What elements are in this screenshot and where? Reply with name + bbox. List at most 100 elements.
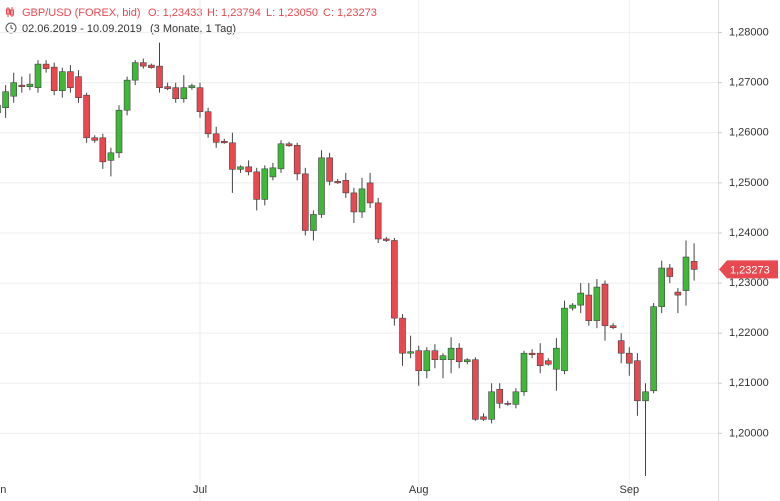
x-tick-label: Jul [193, 484, 207, 496]
candle-body [83, 94, 90, 139]
candle-body [374, 202, 382, 240]
candle-body [107, 152, 115, 161]
candle-body [293, 144, 301, 175]
ohlc-label: C: 1,23273 [323, 7, 377, 19]
candle-body [569, 304, 576, 309]
candle-body [123, 79, 131, 111]
candle-body [658, 267, 666, 307]
y-tick-label: 1,27000 [729, 77, 769, 89]
candle-body [99, 137, 107, 163]
candle-body [650, 306, 657, 392]
candle-body [544, 360, 552, 365]
candle-body [391, 240, 398, 319]
candle-body [366, 182, 374, 204]
candle-body [10, 82, 17, 97]
candle-body [204, 111, 212, 135]
ohlc-label: H: 1,23794 [207, 7, 261, 19]
candle-body [261, 168, 269, 200]
clock-icon [5, 22, 17, 34]
x-tick-label: Aug [409, 484, 429, 496]
candle-body [520, 352, 528, 393]
candle-body [326, 157, 333, 182]
candle-body [180, 87, 188, 99]
candle-body [423, 350, 431, 372]
subtitle: 02.06.2019 - 10.09.2019 [22, 23, 142, 35]
candle-body [253, 171, 260, 200]
candle-icon [6, 7, 14, 17]
y-tick-label: 1,26000 [729, 127, 769, 139]
candle-body [334, 181, 342, 184]
candle-body [148, 64, 155, 68]
plot-area [0, 0, 718, 501]
candle-body [140, 62, 147, 67]
candle-body [221, 140, 228, 144]
candle-body [496, 388, 504, 404]
candle-body [504, 403, 512, 405]
y-tick-label: 1,25000 [729, 177, 769, 189]
candle-body [188, 85, 196, 88]
candle-body [0, 104, 1, 114]
candle-body [342, 180, 350, 194]
candle-body [512, 391, 520, 405]
candle-body [196, 87, 204, 113]
candle-body [601, 283, 609, 326]
candle-body [415, 350, 423, 372]
period: (3 Monate, 1 Tag) [150, 23, 236, 35]
candle-body [593, 286, 601, 321]
candle-body [431, 350, 439, 361]
candle-body [674, 291, 682, 296]
candle-body [115, 109, 123, 154]
candle-body [131, 62, 139, 81]
candle-body [285, 143, 293, 147]
candle-body [229, 142, 236, 170]
candle-body [609, 325, 617, 328]
ohlc-label: L: 1,23050 [266, 7, 318, 19]
candle-body [382, 238, 390, 241]
candle-body [463, 359, 471, 363]
candle-body [447, 347, 455, 361]
candle-body [2, 91, 9, 109]
candle-body [399, 317, 406, 354]
candle-body [245, 166, 252, 173]
y-tick-label: 1,24000 [729, 227, 769, 239]
candle-body [156, 65, 163, 88]
candle-body [585, 294, 593, 321]
y-tick-label: 1,20000 [729, 427, 769, 439]
candle-body [91, 137, 98, 141]
candle-body [212, 133, 220, 143]
candle-body [690, 261, 698, 270]
candle-body [439, 355, 447, 361]
candle-body [480, 416, 487, 420]
candle-body [26, 83, 34, 87]
candle-body [34, 63, 42, 88]
last-price-label: 1,23273 [730, 264, 770, 276]
candle-body [617, 340, 625, 354]
candle-body [488, 391, 495, 420]
candle-body [42, 63, 50, 69]
x-tick-label: Jun [0, 484, 6, 496]
candle-body [50, 66, 58, 91]
candle-body [237, 166, 244, 170]
candle-body [58, 71, 66, 91]
ohlc-label: O: 1,23433 [148, 7, 202, 19]
last-price-marker [719, 260, 778, 279]
candle-body [625, 352, 633, 364]
candle-body [536, 352, 544, 367]
candle-body [407, 351, 414, 354]
candle-body [269, 167, 277, 178]
chart-title: GBP/USD (FOREX, bid) [22, 7, 141, 19]
x-tick-label: Sep [620, 484, 640, 496]
candle-body [642, 391, 649, 402]
candle-body [358, 188, 366, 213]
candle-body [172, 87, 179, 99]
candle-body [310, 214, 317, 231]
candle-body [18, 84, 26, 87]
candle-body [67, 71, 74, 88]
y-tick-label: 1,21000 [729, 377, 769, 389]
candle-body [666, 267, 674, 277]
y-tick-label: 1,22000 [729, 327, 769, 339]
candle-body [528, 352, 536, 356]
candle-body [682, 256, 690, 291]
candle-body [75, 76, 82, 98]
